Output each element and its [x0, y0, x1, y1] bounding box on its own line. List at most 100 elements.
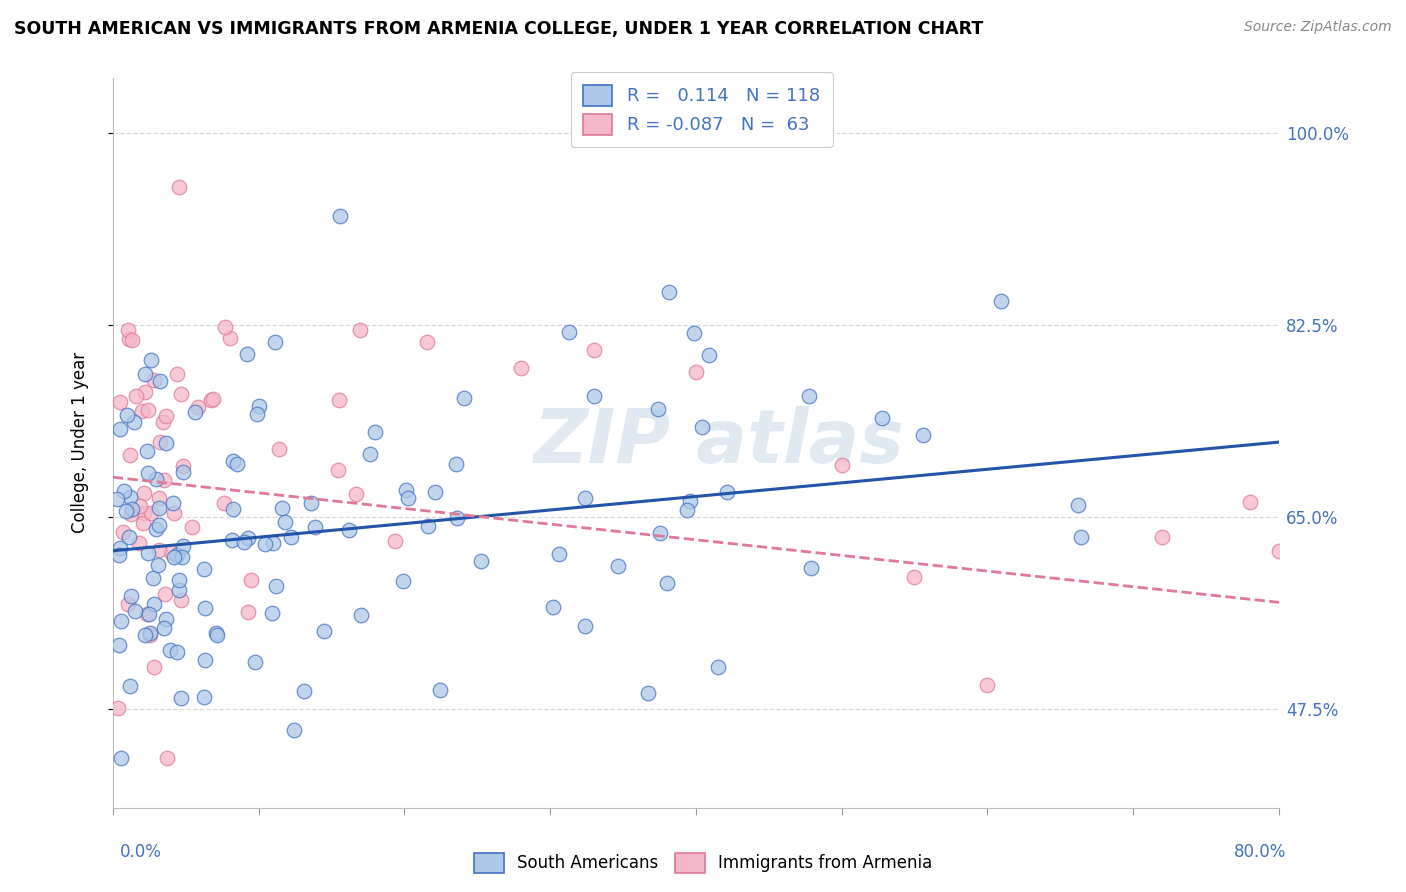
Point	[202, 392, 225, 406]
Point	[112, 484, 135, 499]
Point	[1070, 530, 1092, 544]
Point	[129, 499, 152, 513]
Point	[166, 368, 188, 382]
Point	[134, 627, 156, 641]
Point	[396, 491, 419, 505]
Point	[125, 389, 148, 403]
Point	[117, 598, 139, 612]
Point	[260, 606, 283, 620]
Point	[132, 516, 155, 530]
Point	[138, 607, 160, 621]
Point	[911, 428, 934, 442]
Point	[118, 679, 141, 693]
Point	[831, 458, 853, 472]
Point	[280, 531, 302, 545]
Point	[395, 483, 418, 497]
Point	[194, 653, 217, 667]
Point	[172, 465, 194, 479]
Point	[155, 436, 177, 450]
Point	[194, 600, 217, 615]
Point	[453, 391, 475, 405]
Point	[148, 491, 170, 506]
Point	[152, 415, 174, 429]
Point	[236, 531, 259, 545]
Point	[429, 683, 451, 698]
Point	[141, 353, 163, 368]
Point	[607, 558, 630, 573]
Point	[170, 592, 193, 607]
Point	[170, 386, 193, 401]
Point	[124, 604, 146, 618]
Point	[153, 587, 176, 601]
Point	[218, 330, 240, 344]
Point	[337, 523, 360, 537]
Point	[976, 678, 998, 692]
Point	[648, 526, 671, 541]
Point	[349, 323, 371, 337]
Point	[166, 548, 188, 562]
Point	[582, 343, 605, 357]
Point	[797, 389, 820, 403]
Point	[800, 560, 823, 574]
Point	[274, 515, 297, 529]
Point	[167, 582, 190, 597]
Point	[870, 410, 893, 425]
Point	[239, 573, 262, 587]
Point	[205, 626, 228, 640]
Point	[110, 751, 132, 765]
Point	[143, 373, 166, 387]
Point	[697, 348, 720, 362]
Point	[180, 519, 202, 533]
Point	[118, 530, 141, 544]
Point	[169, 180, 191, 194]
Point	[115, 408, 138, 422]
Point	[166, 645, 188, 659]
Point	[148, 543, 170, 558]
Point	[392, 574, 415, 588]
Point	[148, 500, 170, 515]
Point	[262, 535, 284, 549]
Point	[292, 684, 315, 698]
Point	[647, 401, 669, 416]
Y-axis label: College, Under 1 year: College, Under 1 year	[72, 352, 89, 533]
Point	[541, 600, 564, 615]
Point	[679, 494, 702, 508]
Point	[121, 501, 143, 516]
Point	[267, 442, 290, 456]
Point	[107, 701, 129, 715]
Point	[446, 511, 468, 525]
Point	[117, 323, 139, 337]
Point	[574, 619, 596, 633]
Point	[108, 548, 131, 562]
Legend: R =   0.114   N = 118, R = -0.087   N =  63: R = 0.114 N = 118, R = -0.087 N = 63	[571, 72, 832, 147]
Point	[120, 508, 142, 522]
Point	[139, 626, 162, 640]
Point	[716, 485, 738, 500]
Point	[271, 500, 294, 515]
Point	[264, 579, 287, 593]
Point	[903, 570, 925, 584]
Point	[246, 407, 269, 421]
Point	[637, 686, 659, 700]
Point	[328, 463, 350, 477]
Point	[682, 326, 704, 340]
Point	[155, 612, 177, 626]
Point	[120, 490, 142, 504]
Point	[349, 608, 371, 623]
Point	[131, 404, 153, 418]
Point	[236, 605, 259, 619]
Point	[583, 389, 606, 403]
Point	[221, 533, 243, 547]
Point	[132, 506, 155, 520]
Point	[159, 544, 181, 558]
Point	[141, 506, 163, 520]
Point	[159, 643, 181, 657]
Point	[162, 496, 184, 510]
Point	[264, 335, 287, 350]
Text: Source: ZipAtlas.com: Source: ZipAtlas.com	[1244, 20, 1392, 34]
Point	[169, 574, 191, 588]
Point	[658, 285, 681, 299]
Point	[314, 624, 336, 638]
Point	[107, 638, 129, 652]
Point	[136, 403, 159, 417]
